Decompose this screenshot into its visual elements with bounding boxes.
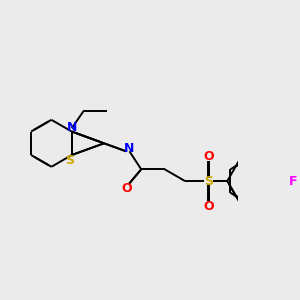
Text: O: O <box>203 200 214 212</box>
Text: O: O <box>203 150 214 163</box>
Text: S: S <box>204 175 213 188</box>
Text: N: N <box>124 142 135 155</box>
Text: N: N <box>67 121 77 134</box>
Text: F: F <box>289 175 298 188</box>
Text: O: O <box>121 182 132 195</box>
Text: S: S <box>65 154 74 166</box>
